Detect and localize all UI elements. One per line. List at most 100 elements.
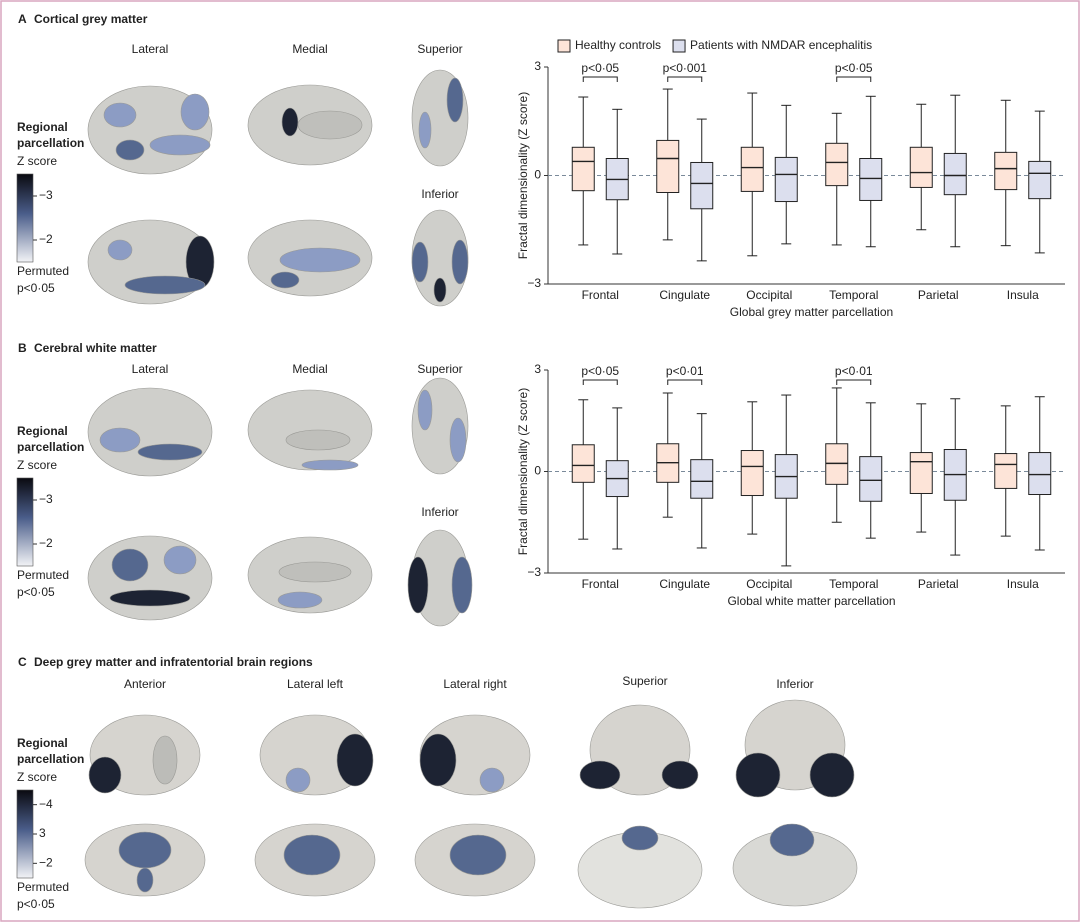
brain-region	[451, 239, 469, 285]
brain-region	[277, 591, 323, 609]
y-tick-label: −3	[527, 276, 541, 290]
brain-region	[99, 427, 141, 453]
brain-region	[107, 239, 133, 261]
view-label: Lateral right	[443, 677, 507, 691]
x-tick-label: Occipital	[746, 577, 792, 591]
colorbar-title: Regional	[17, 120, 68, 134]
colorbar-footer: p<0·05	[17, 585, 55, 599]
y-tick-label: −3	[527, 565, 541, 579]
brain-region	[279, 247, 361, 273]
view-label: Superior	[622, 674, 667, 688]
significance-bracket	[582, 379, 618, 385]
brain-region	[336, 733, 374, 787]
x-axis-title: Global white matter parcellation	[727, 594, 895, 608]
brain-region	[735, 752, 781, 798]
x-tick-label: Temporal	[829, 288, 878, 302]
significance-bracket	[667, 76, 703, 82]
brain-region	[103, 102, 137, 128]
significance-label: p<0·01	[835, 364, 873, 378]
brain-region	[621, 825, 659, 851]
panel-title: Deep grey matter and infratentorial brai…	[34, 655, 313, 669]
brain-region	[417, 389, 433, 431]
legend-swatch	[557, 39, 571, 53]
brain-region	[283, 834, 341, 876]
panel-letter: A	[18, 12, 27, 26]
colorbar-footer: Permuted	[17, 568, 69, 582]
legend-label: Patients with NMDAR encephalitis	[690, 38, 872, 52]
brain-region	[433, 277, 447, 303]
box	[690, 459, 714, 499]
brain-region	[407, 556, 429, 614]
colorbar-label: Z score	[17, 458, 57, 472]
box	[690, 161, 714, 210]
significance-label: p<0·001	[663, 61, 708, 75]
colorbar-tick-label: −4	[39, 797, 53, 811]
brain-region	[769, 823, 815, 857]
box	[994, 453, 1018, 489]
box	[1028, 452, 1052, 496]
y-tick-label: 0	[534, 464, 541, 478]
significance-bracket	[667, 379, 703, 385]
view-label: Inferior	[776, 677, 813, 691]
box	[943, 152, 967, 196]
brain-region	[479, 767, 505, 793]
significance-bracket	[582, 76, 618, 82]
colorbar-footer: Permuted	[17, 880, 69, 894]
brain-region	[297, 110, 363, 140]
view-label: Lateral	[132, 362, 169, 376]
brain-region	[661, 760, 699, 790]
view-label: Lateral left	[287, 677, 344, 691]
box	[859, 456, 883, 502]
x-tick-label: Occipital	[746, 288, 792, 302]
brain-region	[418, 111, 432, 149]
brain-region	[449, 834, 507, 876]
colorbar-tick-label: −2	[39, 856, 53, 870]
x-tick-label: Temporal	[829, 577, 878, 591]
box	[909, 146, 933, 188]
panel-letter: C	[18, 655, 27, 669]
colorbar-tick-label: −2	[39, 536, 53, 550]
brain-region	[115, 139, 145, 161]
y-axis-title: Fractal dimensionality (Z score)	[516, 92, 530, 259]
box	[740, 146, 764, 192]
brain-region	[446, 77, 464, 123]
brain-region	[137, 443, 203, 461]
y-tick-label: 0	[534, 168, 541, 182]
brain-region	[88, 756, 122, 794]
colorbar	[16, 173, 34, 263]
brain-region	[579, 760, 621, 790]
brain-region	[809, 752, 855, 798]
brain-region	[449, 417, 467, 463]
brain-region	[109, 589, 191, 607]
significance-label: p<0·05	[835, 61, 873, 75]
x-tick-label: Frontal	[582, 288, 619, 302]
brain-region	[285, 767, 311, 793]
box	[774, 156, 798, 203]
view-label: Superior	[417, 362, 462, 376]
view-label: Inferior	[421, 505, 458, 519]
y-axis-title: Fractal dimensionality (Z score)	[516, 388, 530, 555]
view-label: Lateral	[132, 42, 169, 56]
box	[1028, 160, 1052, 200]
box	[825, 142, 849, 187]
x-tick-label: Cingulate	[659, 577, 710, 591]
brain-region	[278, 561, 352, 583]
legend-swatch	[672, 39, 686, 53]
significance-bracket	[836, 379, 872, 385]
significance-label: p<0·05	[581, 364, 619, 378]
colorbar-tick-label: −3	[39, 188, 53, 202]
colorbar-title: parcellation	[17, 752, 84, 766]
brain-region	[136, 867, 154, 893]
brain-region	[152, 735, 178, 785]
colorbar-tick-label: −3	[39, 492, 53, 506]
brain-region	[451, 556, 473, 614]
brain-region	[163, 545, 197, 575]
box	[571, 146, 595, 192]
x-tick-label: Parietal	[918, 288, 959, 302]
box	[740, 450, 764, 497]
colorbar	[16, 789, 34, 879]
legend-label: Healthy controls	[575, 38, 661, 52]
colorbar-footer: p<0·05	[17, 281, 55, 295]
box	[656, 139, 680, 193]
